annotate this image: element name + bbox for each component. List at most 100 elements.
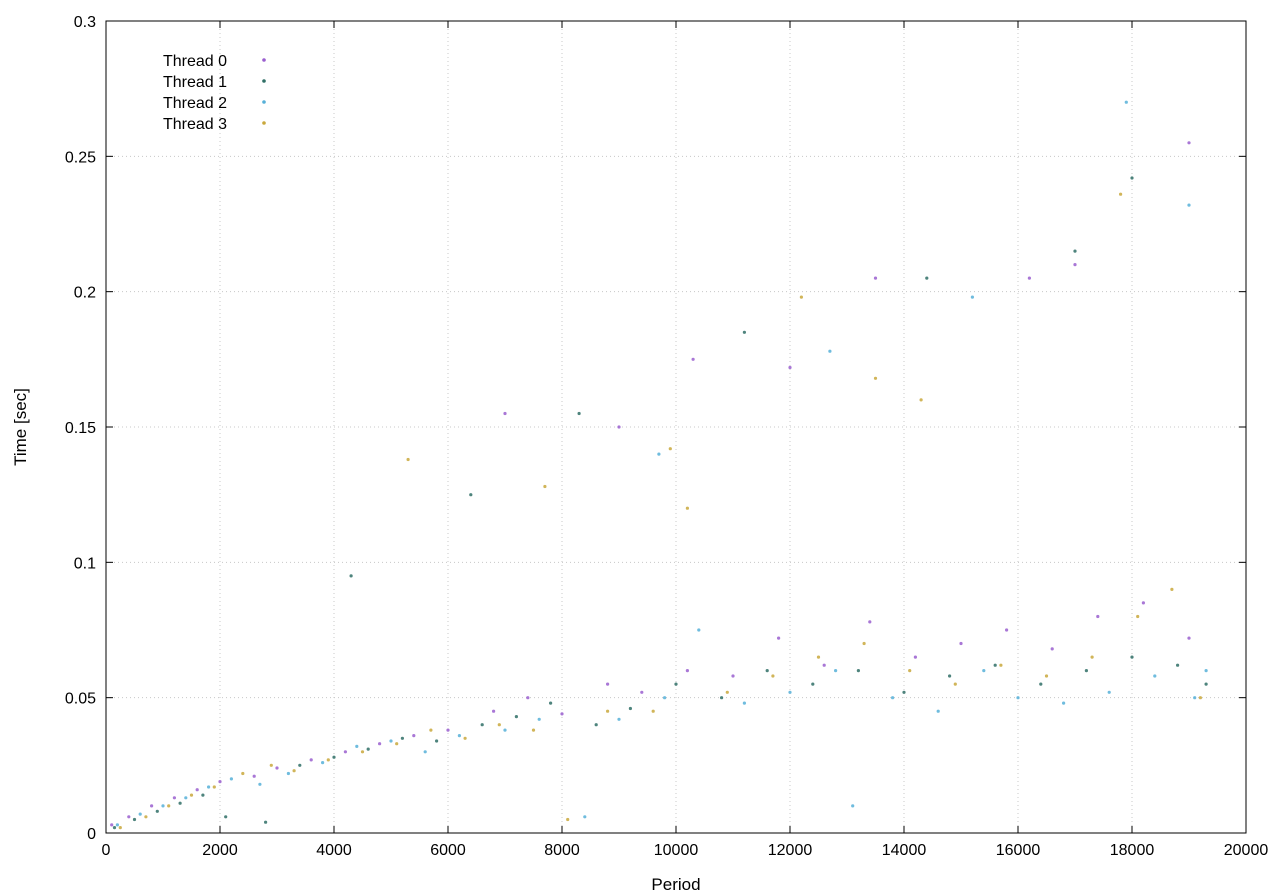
y-tick-label: 0.05 [65,691,96,708]
data-point [531,728,536,732]
legend: Thread 0 Thread 1 Thread 2 Thread 3 [163,53,266,133]
data-point [1204,669,1208,673]
x-tick-label: 16000 [996,842,1041,859]
data-point [1141,601,1145,605]
data-point [1084,669,1088,673]
data-point [118,826,122,830]
x-tick-label: 18000 [1110,842,1155,859]
data-point [138,812,142,816]
data-point [788,690,792,694]
data-point [1050,647,1054,651]
data-point [594,723,598,727]
data-point [343,750,347,754]
data-point [868,620,872,624]
data-point [212,785,216,789]
y-tick-label: 0.3 [74,14,96,31]
data-point [1107,690,1111,694]
data-point [1044,674,1049,678]
data-point [993,663,997,667]
data-point [1170,587,1174,592]
data-point [360,750,365,754]
data-point [457,734,461,738]
x-tick-label: 4000 [316,842,352,859]
data-point [463,736,467,740]
data-point [115,823,119,827]
data-point [822,663,826,667]
data-point [269,763,273,767]
data-point [526,696,530,700]
data-point [731,674,735,678]
legend-label: Thread 2 [163,95,227,112]
x-tick-label: 12000 [768,842,813,859]
data-point [252,774,256,778]
data-point [218,780,222,784]
data-point [503,728,507,732]
data-point [999,663,1003,667]
data-point [651,709,655,713]
data-point [725,690,729,694]
data-point [1176,663,1180,667]
data-point [132,817,137,822]
data-point [834,669,838,673]
data-point [617,425,621,429]
data-point [309,758,313,762]
data-point [155,809,159,813]
data-point [628,706,633,711]
legend-label: Thread 1 [163,74,227,91]
data-point [178,801,182,805]
data-point [201,793,205,797]
series-2 [115,100,1208,827]
data-point [1096,614,1100,619]
data-point [1130,655,1134,659]
data-point [1090,655,1094,659]
y-axis-label: Time [sec] [11,388,30,466]
data-point [936,709,940,713]
legend-marker [262,58,266,62]
data-point [503,411,507,416]
data-point [480,723,484,727]
data-point [1119,192,1123,196]
data-point [771,674,775,678]
data-point [127,815,131,819]
data-point [144,815,148,819]
x-tick-label: 14000 [882,842,927,859]
data-point [224,815,228,819]
data-point [355,744,359,749]
data-point [697,628,701,632]
data-point [788,365,792,370]
data-point [606,709,610,713]
series-1 [112,176,1208,830]
data-point [1062,701,1066,705]
data-point [537,717,541,721]
data-point [566,817,570,822]
data-point [326,758,330,762]
x-tick-label: 10000 [654,842,699,859]
data-point [1124,100,1128,104]
x-tick-label: 2000 [202,842,238,859]
data-point [663,696,667,700]
legend-marker [262,79,266,83]
data-point [816,655,821,659]
data-point [777,636,781,640]
data-point [657,452,661,456]
data-point [406,457,410,462]
data-point [378,742,382,746]
data-point [908,669,912,673]
data-point [873,376,878,380]
data-point [195,788,199,792]
data-point [1073,263,1077,267]
data-point [400,736,404,740]
data-point [891,696,895,700]
data-point [229,777,233,781]
data-point [172,796,176,800]
data-point [742,330,747,334]
data-point [913,655,918,659]
data-point [919,398,923,402]
legend-label: Thread 3 [163,116,227,133]
data-point [150,804,154,808]
data-point [948,674,952,678]
data-point [1198,696,1202,700]
data-point [640,690,644,694]
data-point [720,696,724,700]
data-point [583,815,587,819]
